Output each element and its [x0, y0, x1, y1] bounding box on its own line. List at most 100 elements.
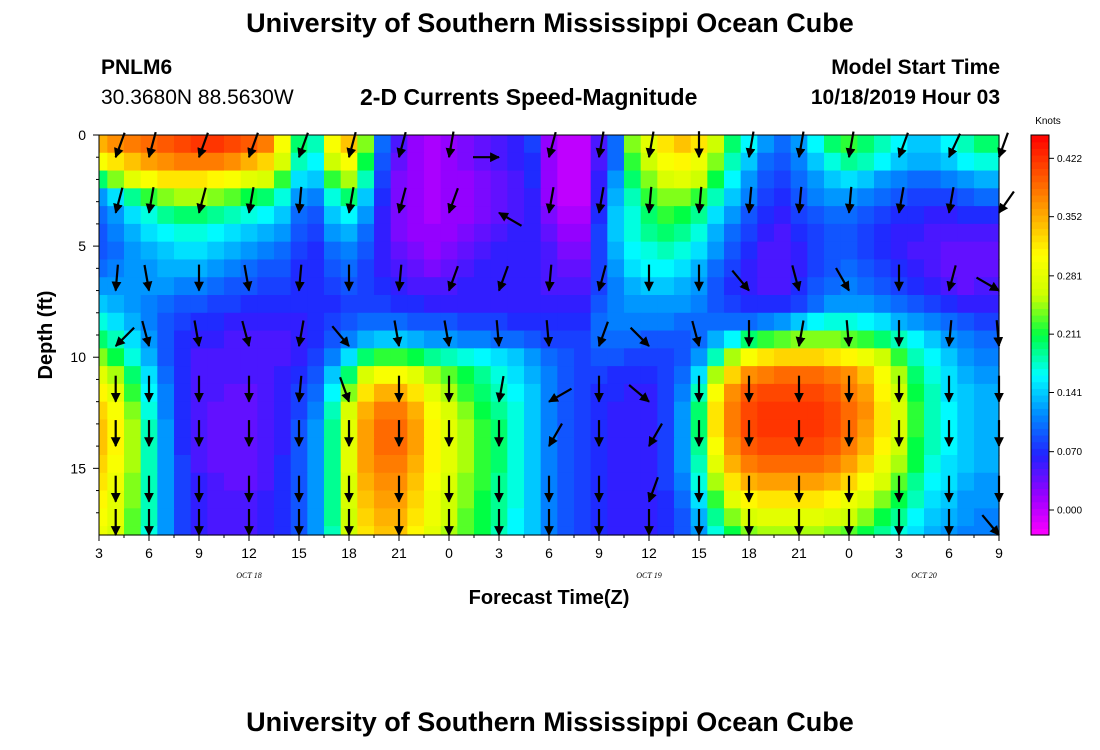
heatmap-cell: [590, 295, 608, 314]
heatmap-cell: [374, 526, 392, 536]
heatmap-cell: [924, 383, 942, 403]
current-vector: [498, 211, 523, 227]
heatmap-cell: [374, 312, 392, 332]
colorbar-swatch: [1031, 441, 1049, 449]
colorbar-swatch: [1031, 355, 1049, 363]
heatmap-cell: [124, 490, 142, 509]
heatmap-cell: [407, 348, 425, 367]
heatmap-cell: [940, 366, 958, 385]
heatmap-cell: [357, 241, 375, 261]
heatmap-cell: [407, 383, 425, 403]
x-tick-label: 21: [391, 545, 407, 561]
heatmap-cell: [574, 206, 592, 225]
heatmap-cell: [790, 277, 808, 296]
heatmap-cell: [990, 312, 1000, 332]
heatmap-cell: [274, 419, 292, 438]
heatmap-cell: [474, 223, 492, 243]
heatmap-cell: [174, 241, 192, 261]
heatmap-cell: [907, 419, 925, 438]
heatmap-cell: [624, 259, 642, 278]
x-tick-label: 9: [995, 545, 1003, 561]
heatmap-cell: [357, 348, 375, 367]
heatmap-cell: [507, 366, 525, 385]
heatmap-cell: [540, 383, 558, 403]
heatmap-cell: [574, 383, 592, 403]
heatmap-cell: [690, 330, 708, 349]
heatmap-cell: [924, 312, 942, 332]
heatmap-cell: [374, 419, 392, 438]
heatmap-cell: [540, 241, 558, 261]
heatmap-cell: [407, 330, 425, 349]
heatmap-cell: [157, 259, 175, 278]
heatmap-cell: [790, 295, 808, 314]
heatmap-cell: [574, 241, 592, 261]
heatmap-cell: [324, 437, 342, 456]
heatmap-cell: [740, 277, 758, 296]
heatmap-cell: [874, 455, 892, 474]
heatmap-cell: [340, 366, 358, 385]
heatmap-cell: [357, 455, 375, 474]
heatmap-cell: [157, 437, 175, 456]
heatmap-cell: [207, 277, 225, 296]
heatmap-cell: [274, 312, 292, 332]
heatmap-cell: [357, 259, 375, 278]
heatmap-cell: [840, 295, 858, 314]
heatmap-cell: [374, 241, 392, 261]
heatmap-cell: [690, 401, 708, 421]
heatmap-cell: [740, 259, 758, 278]
heatmap-cell: [474, 259, 492, 278]
y-tick-label: 15: [70, 460, 86, 476]
heatmap-cell: [424, 437, 442, 456]
heatmap-cell: [874, 259, 892, 278]
current-vector: [948, 133, 961, 159]
heatmap-cell: [124, 259, 142, 278]
heatmap-cell: [874, 472, 892, 492]
heatmap-cell: [307, 259, 325, 278]
heatmap-cell: [907, 135, 925, 154]
heatmap-cell: [640, 366, 658, 385]
heatmap-cell: [524, 383, 542, 403]
heatmap-cell: [807, 152, 825, 172]
heatmap-cell: [224, 223, 242, 243]
heatmap-cell: [707, 295, 725, 314]
heatmap-cell: [474, 188, 492, 207]
current-vector: [396, 187, 407, 214]
colorbar-tick-label: 0.141: [1057, 388, 1082, 399]
current-vector: [843, 320, 854, 348]
heatmap-cell: [874, 241, 892, 261]
heatmap-cell: [624, 241, 642, 261]
heatmap-cell: [424, 259, 442, 278]
heatmap-cell: [790, 170, 808, 189]
heatmap-cell: [224, 437, 242, 456]
current-vector: [345, 187, 356, 214]
heatmap-cell: [757, 366, 775, 385]
colorbar-swatch: [1031, 161, 1049, 169]
heatmap-cell: [724, 277, 742, 296]
heatmap-cell: [474, 241, 492, 261]
heatmap-cell: [340, 135, 358, 154]
heatmap-cell: [457, 135, 475, 154]
heatmap-cell: [307, 188, 325, 207]
heatmap-cell: [957, 277, 975, 296]
heatmap-cell: [99, 330, 108, 349]
heatmap-cell: [457, 277, 475, 296]
heatmap-cell: [807, 188, 825, 207]
heatmap-cell: [607, 472, 625, 492]
heatmap-cell: [124, 472, 142, 492]
heatmap-cell: [524, 401, 542, 421]
heatmap-cell: [524, 223, 542, 243]
heatmap-cell: [157, 152, 175, 172]
heatmap-cell: [640, 437, 658, 456]
heatmap-cell: [307, 472, 325, 492]
heatmap-cell: [707, 188, 725, 207]
heatmap-cell: [657, 135, 675, 154]
heatmap-cell: [257, 455, 275, 474]
heatmap-cell: [457, 152, 475, 172]
heatmap-cell: [124, 455, 142, 474]
colorbar-swatch: [1031, 175, 1049, 183]
heatmap-cell: [457, 508, 475, 527]
heatmap-cell: [890, 188, 908, 207]
heatmap-cell: [440, 455, 458, 474]
heatmap-cell: [757, 526, 775, 536]
heatmap-cell: [857, 437, 875, 456]
